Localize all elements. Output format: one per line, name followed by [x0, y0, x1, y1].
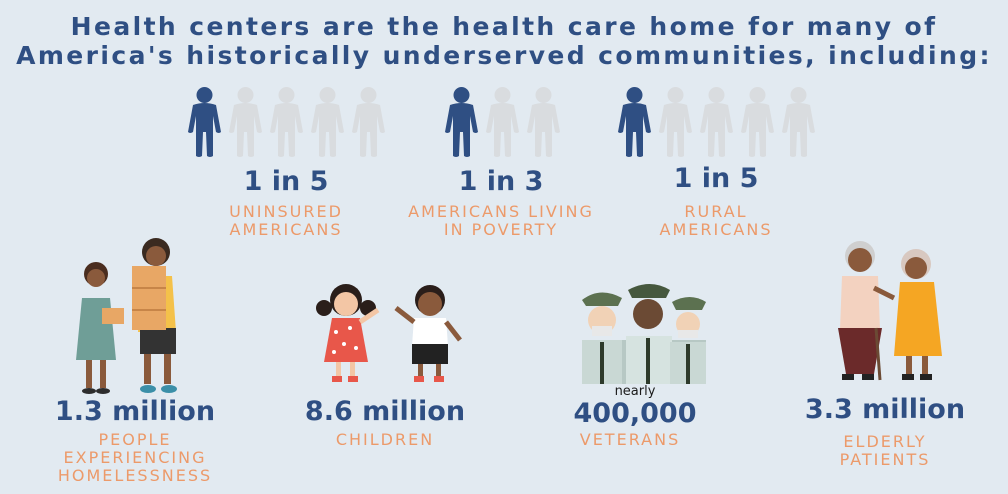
person-icon — [741, 87, 774, 157]
homeless-label: PEOPLE EXPERIENCING HOMELESSNESS — [57, 430, 213, 485]
person-icon-highlighted — [445, 87, 478, 157]
page-title: Health centers are the health care home … — [0, 12, 1008, 70]
person-icon — [782, 87, 815, 157]
children-illustration — [316, 284, 462, 382]
children-value: 8.6 million — [304, 396, 466, 427]
veterans-label: VETERANS — [579, 430, 681, 449]
uninsured-person-icons — [184, 86, 389, 158]
rural-ratio: 1 in 5 — [673, 163, 759, 194]
elderly-couple-illustration — [838, 241, 942, 381]
person-icon — [311, 87, 344, 157]
uninsured-ratio: 1 in 5 — [243, 166, 329, 197]
person-icon — [270, 87, 303, 157]
person-icon — [700, 87, 733, 157]
veterans-value: 400,000 — [573, 398, 697, 429]
person-icon — [527, 87, 560, 157]
veterans-illustration — [582, 284, 706, 384]
rural-label: RURAL AMERICANS — [659, 202, 773, 239]
person-icon — [229, 87, 262, 157]
family-with-boxes-illustration — [76, 238, 177, 394]
title-line-2: America's historically underserved commu… — [16, 41, 992, 70]
poverty-label: AMERICANS LIVING IN POVERTY — [408, 202, 594, 239]
veterans-prefix: nearly — [614, 384, 656, 399]
children-label: CHILDREN — [335, 430, 435, 449]
rural-person-icons — [614, 86, 819, 158]
elderly-value: 3.3 million — [804, 394, 966, 425]
poverty-ratio: 1 in 3 — [458, 166, 544, 197]
person-icon-highlighted — [618, 87, 651, 157]
person-icon — [659, 87, 692, 157]
person-icon-highlighted — [188, 87, 221, 157]
homeless-value: 1.3 million — [54, 396, 216, 427]
title-line-1: Health centers are the health care home … — [70, 12, 938, 41]
uninsured-label: UNINSURED AMERICANS — [229, 202, 343, 239]
poverty-person-icons — [441, 86, 564, 158]
elderly-label: ELDERLY PATIENTS — [839, 432, 931, 469]
person-icon — [352, 87, 385, 157]
person-icon — [486, 87, 519, 157]
